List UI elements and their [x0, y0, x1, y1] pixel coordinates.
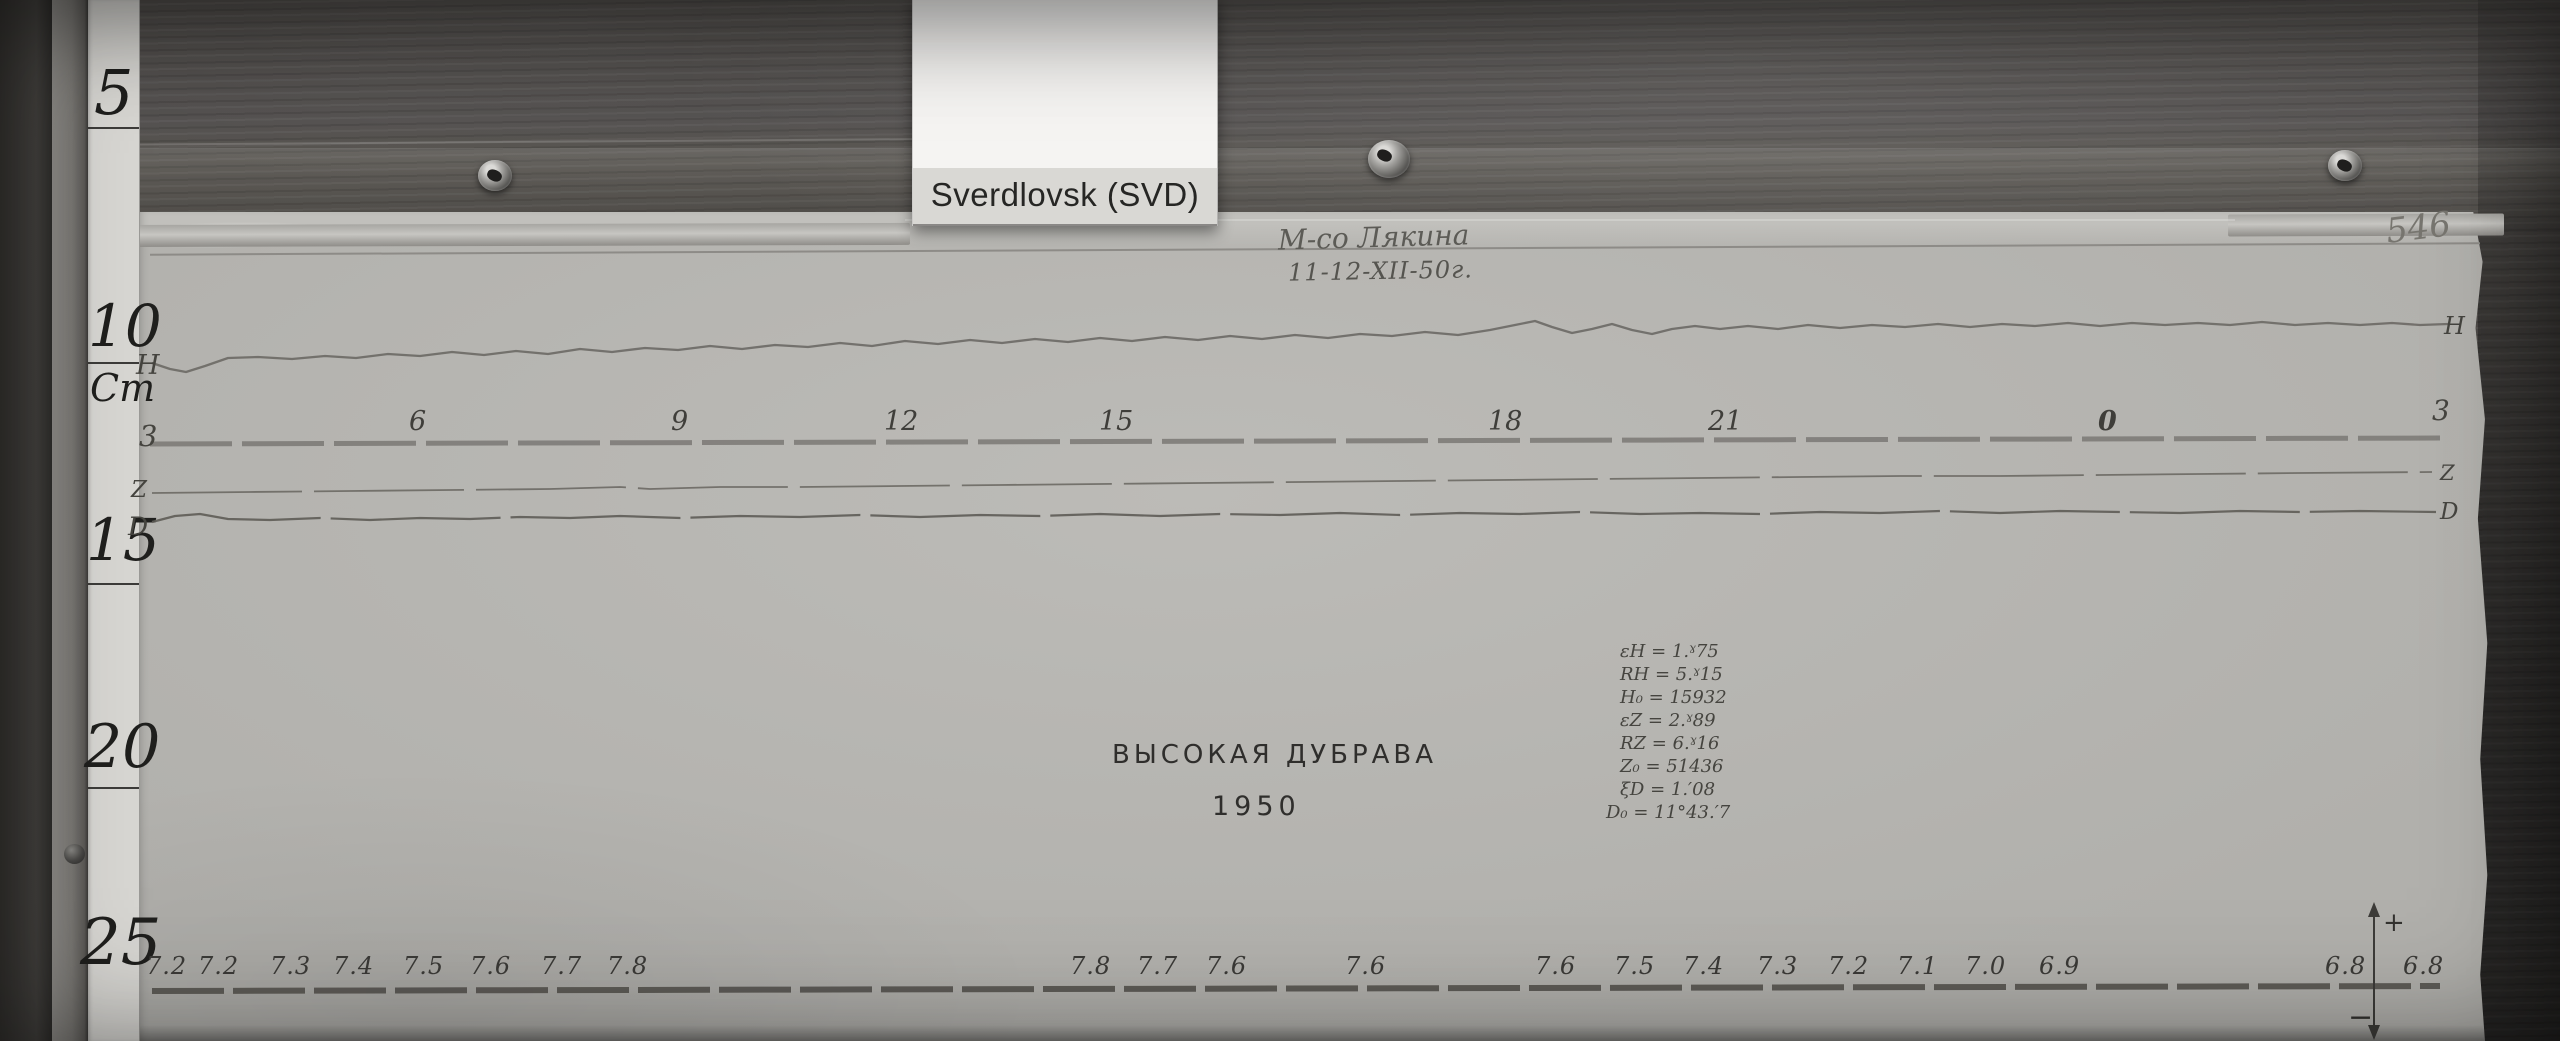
hour-tick-label: 6 — [409, 406, 427, 437]
temperature-tick-label: 7.6 — [1535, 952, 1577, 980]
temperature-tick-label: 7.6 — [470, 952, 512, 980]
trace-label-d-left: D — [128, 512, 149, 541]
time-baseline — [149, 435, 2441, 447]
observatory-year: 1950 — [1212, 791, 1301, 822]
wood-right-shading — [2478, 0, 2560, 1041]
calibration-line: ξD = 1.′08 — [1620, 779, 1716, 800]
h-trace — [151, 319, 2449, 374]
station-card-band — [913, 168, 1217, 226]
hour-label-3-right: 3 — [2432, 394, 2450, 427]
ruler-face — [88, 0, 140, 1041]
temperature-scale-line — [151, 983, 2441, 994]
temperature-tick-label: 7.3 — [270, 952, 312, 980]
calibration-line: H₀ = 15932 — [1620, 687, 1727, 708]
calibration-line: D₀ = 11°43.′7 — [1606, 802, 1731, 823]
trace-label-z-right: Z — [2440, 461, 2455, 485]
calibration-line: εZ = 2.ˠ89 — [1620, 710, 1716, 731]
temperature-tick-label: 7.0 — [1965, 952, 2007, 980]
temperature-tick-label: 7.7 — [541, 952, 583, 980]
temperature-tick-label: 7.4 — [1683, 952, 1725, 980]
ruler-division-line — [88, 787, 139, 789]
observatory-title: ВЫСОКАЯ ДУБРАВА — [1112, 740, 1438, 770]
hour-tick-label: 21 — [1708, 406, 1743, 437]
ruler-division-line — [88, 583, 139, 585]
hour-tick-label: 12 — [884, 406, 919, 437]
pin-dot — [64, 844, 85, 864]
ruler-mark-10: 10 — [88, 292, 162, 360]
screw-icon — [2328, 150, 2362, 181]
arrowhead-icon — [2368, 1025, 2380, 1040]
temperature-tick-label: 7.1 — [1897, 952, 1939, 980]
trace-label-d-right: D — [2440, 499, 2459, 525]
z-trace — [151, 471, 2433, 494]
temperature-tick-label: 6.9 — [2039, 952, 2081, 980]
temperature-tick-label: 7.4 — [333, 952, 375, 980]
paper-top-edge-highlight — [905, 219, 2235, 221]
temperature-tick-label: 7.6 — [1345, 952, 1387, 980]
hour-label-3-left: 3 — [139, 419, 158, 453]
temperature-tick-label: 7.2 — [198, 952, 240, 980]
trace-label-z-left: Z — [131, 477, 147, 503]
temperature-tick-label: 7.2 — [1828, 952, 1870, 980]
temperature-tick-label: 7.5 — [1614, 952, 1656, 980]
temperature-tick-label: 7.2 — [146, 952, 188, 980]
plus-sign: + — [2383, 908, 2405, 938]
calibration-line: RZ = 6.ˠ16 — [1620, 733, 1720, 754]
ruler-mark-15: 15 — [86, 506, 160, 574]
calibration-line: Z₀ = 51436 — [1620, 756, 1724, 777]
screw-icon — [1368, 140, 1410, 178]
trace-label-h-right: H — [2444, 312, 2465, 340]
minus-sign: − — [2348, 1000, 2374, 1035]
hour-tick-label: 18 — [1488, 406, 1523, 437]
temperature-tick-label: 7.3 — [1757, 952, 1799, 980]
ruler-wood-edge — [0, 0, 52, 1041]
hour-tick-label: 0 — [2098, 406, 2117, 437]
trace-label-h-left: H — [136, 350, 160, 381]
station-card: Sverdlovsk (SVD) — [912, 0, 1218, 226]
temperature-tick-label: 6.8 — [2325, 952, 2367, 980]
calibration-line: εH = 1.ˠ75 — [1620, 641, 1719, 662]
hour-tick-label: 15 — [1099, 406, 1134, 437]
temperature-tick-label: 7.8 — [607, 952, 649, 980]
temperature-tick-label: 7.7 — [1137, 952, 1179, 980]
ruler-mark-25: 25 — [80, 906, 162, 980]
ruler-mark-5: 5 — [94, 56, 134, 129]
ruler-bevel — [52, 0, 88, 1041]
ruler-division-line — [88, 362, 139, 364]
ruler-mark-20: 20 — [84, 712, 161, 782]
calibration-line: RH = 5.ˠ15 — [1620, 664, 1723, 685]
ruler-division-line — [88, 127, 139, 129]
screw-icon — [478, 160, 512, 191]
temperature-tick-label: 7.8 — [1070, 952, 1112, 980]
ruler-unit-label: Cm — [90, 366, 156, 410]
temperature-tick-label: 7.5 — [403, 952, 445, 980]
temperature-tick-label: 7.6 — [1206, 952, 1248, 980]
calibration-block: εH = 1.ˠ75 RH = 5.ˠ15 H₀ = 15932 εZ = 2.ˠ89… — [1606, 640, 1840, 824]
hour-tick-label: 9 — [671, 406, 689, 437]
d-trace — [151, 509, 2437, 524]
arrowhead-icon — [2368, 902, 2380, 917]
temperature-tick-label: 6.8 — [2403, 952, 2445, 980]
ruler: 5 10 Cm 15 20 25 — [0, 0, 162, 1041]
magnetogram-paper — [138, 212, 2488, 1041]
station-name: Sverdlovsk (SVD) — [930, 176, 1200, 213]
